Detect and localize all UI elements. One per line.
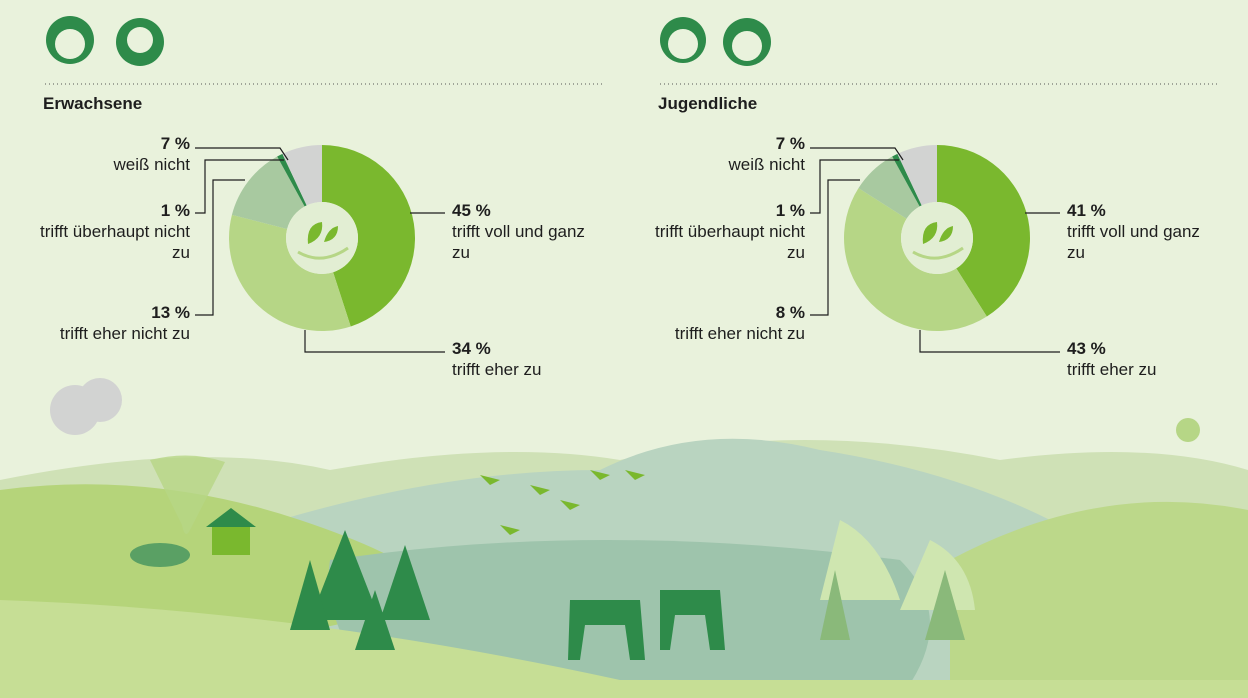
slice-label: 8 %trifft eher nicht zu [645, 302, 805, 344]
value-label: 1 % [645, 200, 805, 221]
category-label: trifft eher nicht zu [60, 324, 190, 343]
slice-label: 45 %trifft voll und ganz zu [452, 200, 592, 263]
value-label: 34 % [452, 338, 592, 359]
value-label: 1 % [30, 200, 190, 221]
leader-line [920, 330, 1060, 352]
center-disc [286, 202, 358, 274]
value-label: 8 % [645, 302, 805, 323]
center-disc [901, 202, 973, 274]
slice-label: 7 %weiß nicht [645, 133, 805, 175]
slice-label: 1 %trifft überhaupt nicht zu [30, 200, 190, 263]
illustration [0, 0, 1248, 698]
slice-label: 1 %trifft überhaupt nicht zu [645, 200, 805, 263]
value-label: 7 % [30, 133, 190, 154]
slice-label: 41 %trifft voll und ganz zu [1067, 200, 1207, 263]
chart-title: Jugendliche [658, 94, 757, 114]
category-label: trifft überhaupt nicht zu [655, 222, 805, 262]
leader-line [810, 148, 903, 160]
leader-line [305, 330, 445, 352]
category-label: trifft überhaupt nicht zu [40, 222, 190, 262]
category-label: trifft eher zu [452, 360, 541, 379]
value-label: 41 % [1067, 200, 1207, 221]
slice-label: 13 %trifft eher nicht zu [30, 302, 190, 344]
slice-label: 43 %trifft eher zu [1067, 338, 1207, 380]
value-label: 7 % [645, 133, 805, 154]
chart-title: Erwachsene [43, 94, 142, 114]
category-label: weiß nicht [113, 155, 190, 174]
category-label: trifft eher zu [1067, 360, 1156, 379]
category-label: trifft voll und ganz zu [1067, 222, 1200, 262]
category-label: weiß nicht [728, 155, 805, 174]
category-label: trifft eher nicht zu [675, 324, 805, 343]
infographic: Erwachsene45 %trifft voll und ganz zu34 … [0, 0, 1248, 698]
value-label: 45 % [452, 200, 592, 221]
slice-label: 7 %weiß nicht [30, 133, 190, 175]
leader-line [195, 148, 288, 160]
category-label: trifft voll und ganz zu [452, 222, 585, 262]
value-label: 43 % [1067, 338, 1207, 359]
value-label: 13 % [30, 302, 190, 323]
slice-label: 34 %trifft eher zu [452, 338, 592, 380]
